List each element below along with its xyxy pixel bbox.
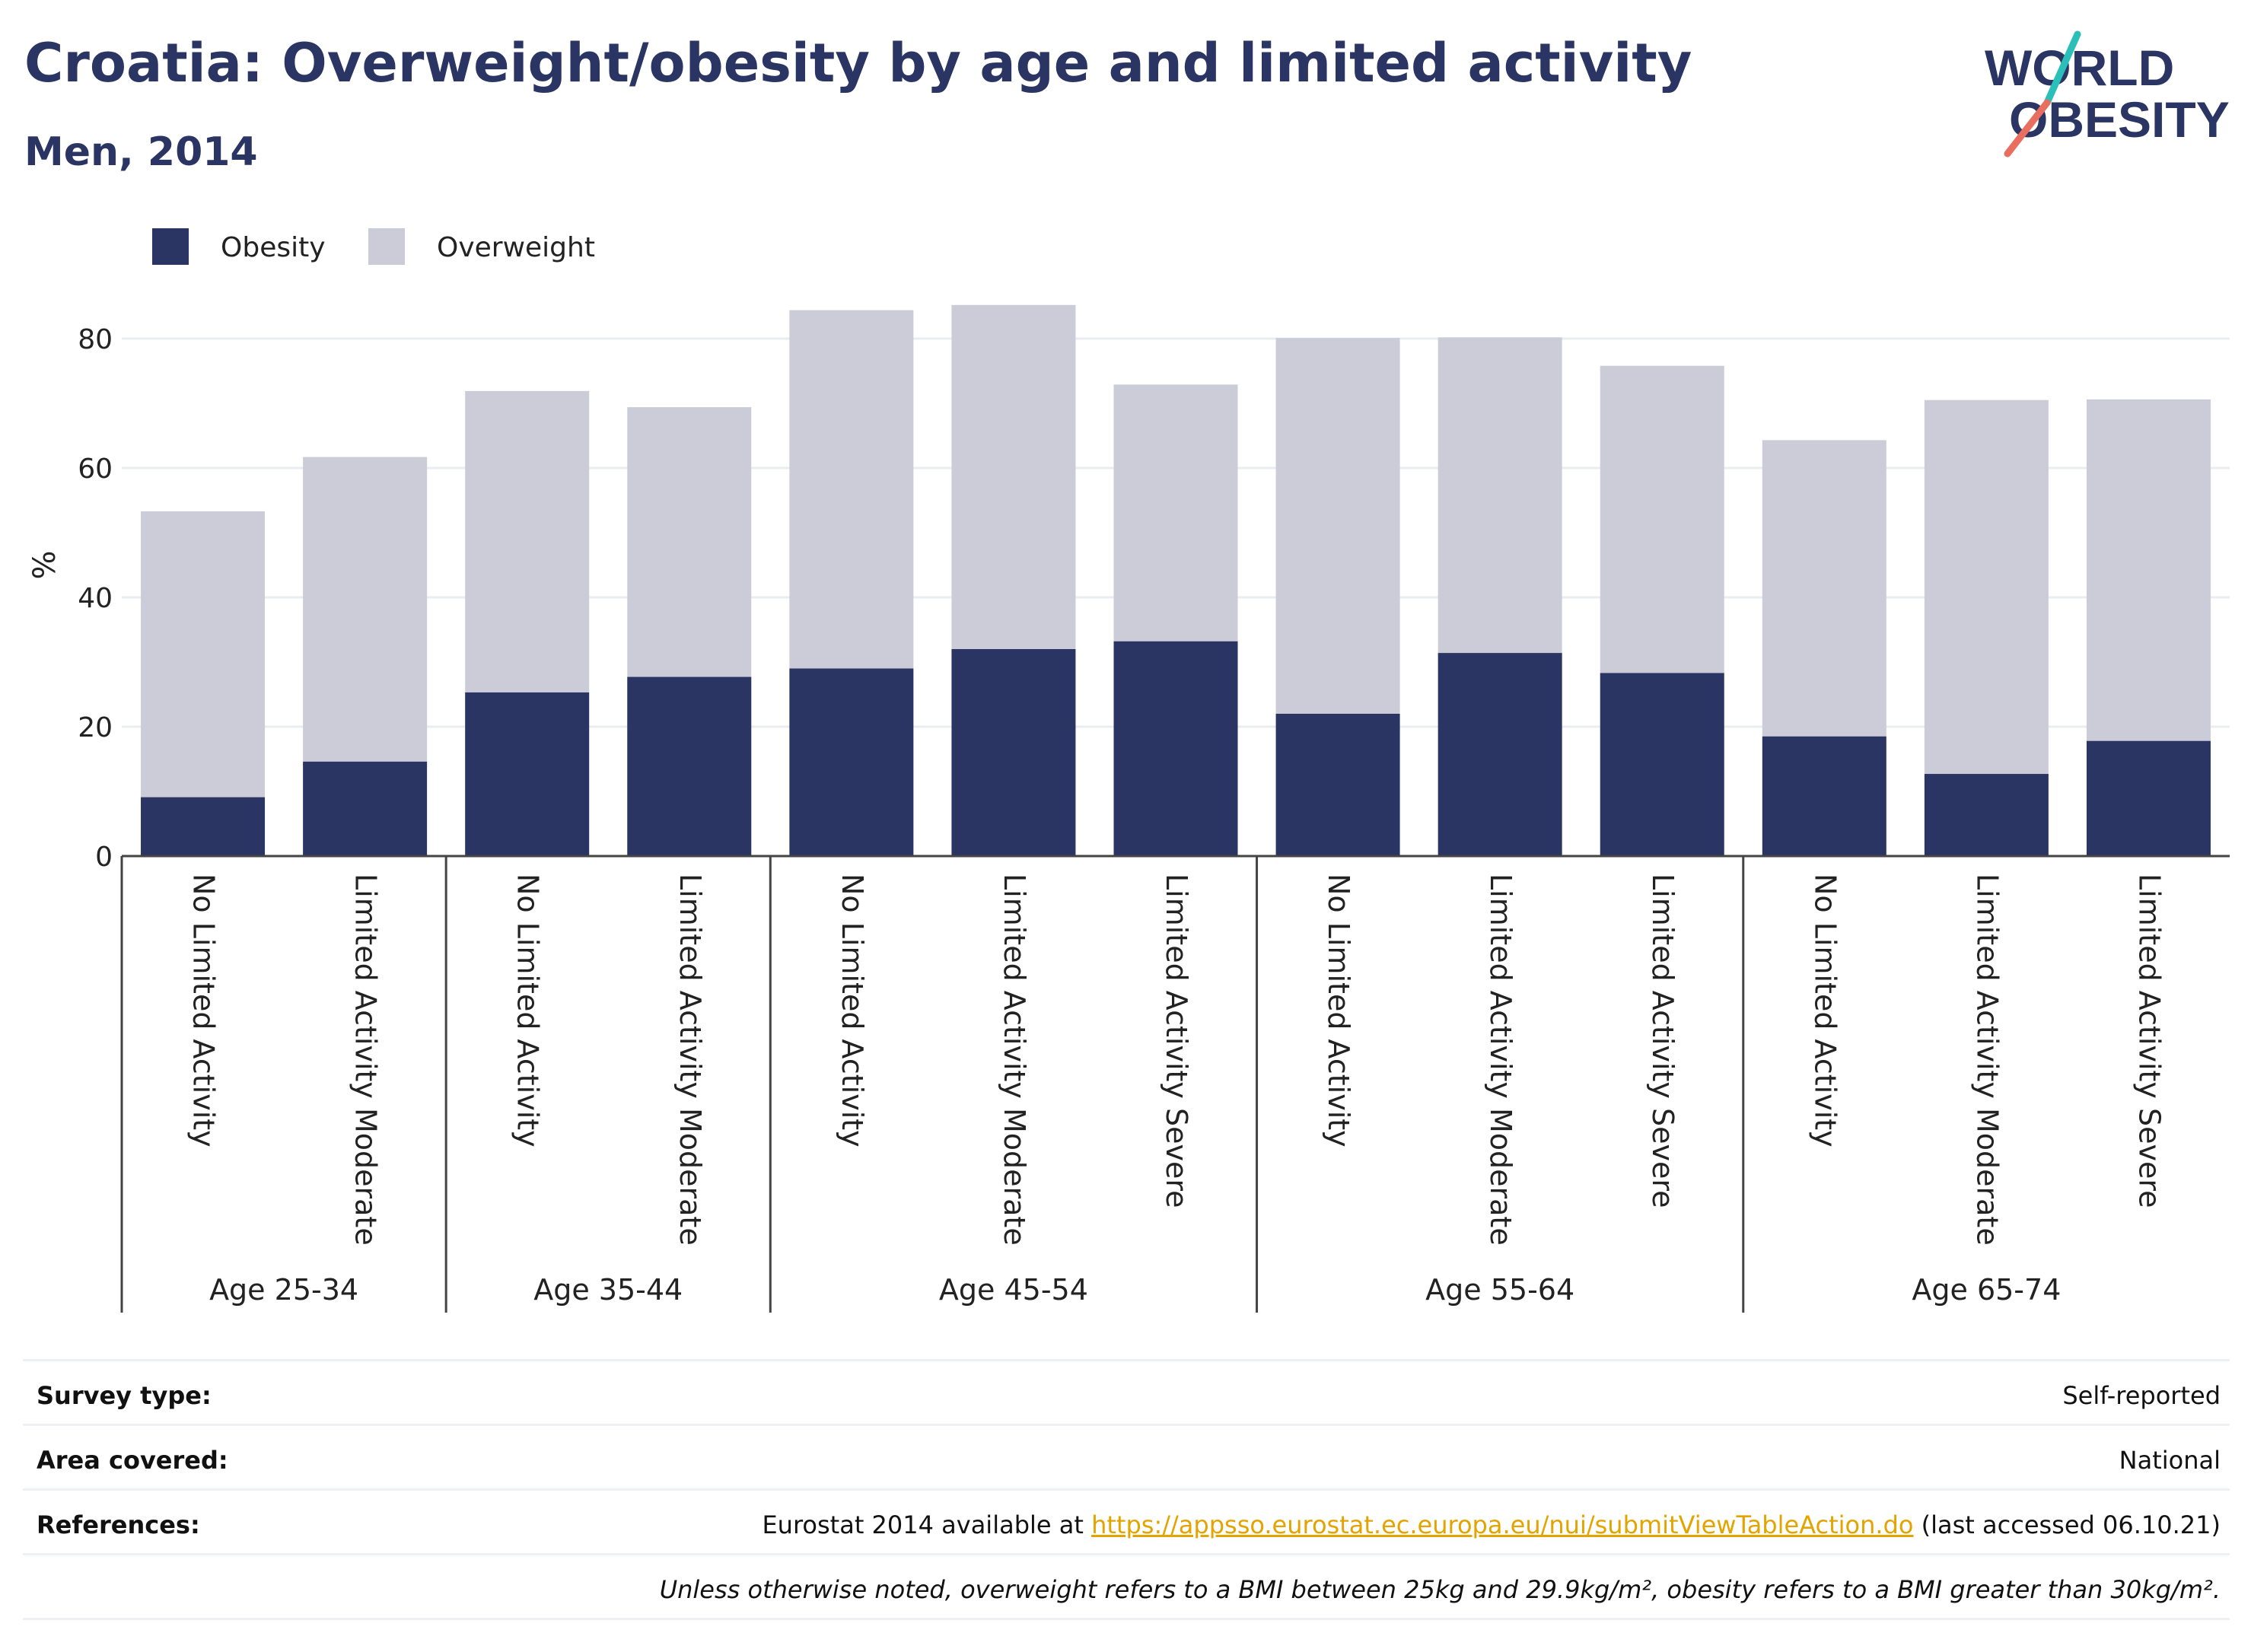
bmi-note: Unless otherwise noted, overweight refer… <box>659 1575 2221 1604</box>
x-category-label: Limited Activity Severe <box>1160 874 1193 1208</box>
bar-overweight <box>303 457 428 762</box>
bar-overweight <box>1924 399 2049 775</box>
references-row: References: Eurostat 2014 available at h… <box>23 1488 2230 1553</box>
bar-overweight <box>1275 338 1400 714</box>
bar-obesity <box>951 649 1076 856</box>
references-link[interactable]: https://appsso.eurostat.ec.europa.eu/nui… <box>1091 1510 1914 1539</box>
bar-overweight <box>1113 384 1238 641</box>
bar-obesity <box>1600 673 1724 856</box>
y-tick-label: 20 <box>78 712 113 743</box>
survey-value: Self-reported <box>2062 1381 2221 1410</box>
bar-overweight <box>465 390 590 692</box>
y-tick-label: 60 <box>78 454 113 485</box>
bars <box>141 304 2211 856</box>
note-row: Unless otherwise noted, overweight refer… <box>23 1553 2230 1620</box>
references-label: References: <box>37 1510 200 1539</box>
logo-slash-coral <box>2004 99 2051 158</box>
bar-obesity <box>1762 736 1886 856</box>
bar-overweight <box>627 407 752 677</box>
y-tick-label: 0 <box>95 842 113 873</box>
bar-overweight <box>2086 399 2211 741</box>
bar-obesity <box>2086 740 2211 856</box>
world-obesity-logo: WORLD OBESITY <box>1985 30 2230 158</box>
x-group-label: Age 55-64 <box>1425 1273 1574 1307</box>
logo-slash-teal <box>2043 30 2081 107</box>
references-value: Eurostat 2014 available at https://appss… <box>762 1510 2221 1539</box>
bar-overweight <box>1438 337 1562 654</box>
x-category-label: No Limited Activity <box>511 874 545 1147</box>
x-group-label: Age 35-44 <box>533 1273 683 1307</box>
x-category-label: Limited Activity Moderate <box>673 874 707 1246</box>
chart-title: Croatia: Overweight/obesity by age and l… <box>24 32 1692 94</box>
y-axis-title: % <box>27 550 62 579</box>
bar-overweight <box>141 511 266 797</box>
area-label: Area covered: <box>37 1446 228 1475</box>
x-category-label: Limited Activity Moderate <box>1484 874 1517 1246</box>
bar-obesity <box>1924 774 2049 856</box>
x-category-label: Limited Activity Severe <box>1646 874 1679 1208</box>
chart-subtitle: Men, 2014 <box>24 129 258 175</box>
y-axis: 0 20 40 60 80% <box>27 324 113 873</box>
legend-swatch-overweight <box>368 228 405 265</box>
bar-obesity <box>465 692 590 856</box>
bar-overweight <box>1600 365 1724 673</box>
survey-row: Survey type: Self-reported <box>23 1359 2230 1424</box>
area-value: National <box>2119 1446 2221 1475</box>
bar-overweight <box>789 310 914 669</box>
references-suffix: (last accessed 06.10.21) <box>1913 1510 2221 1539</box>
x-category-label: No Limited Activity <box>1808 874 1842 1147</box>
area-row: Area covered: National <box>23 1424 2230 1488</box>
survey-label: Survey type: <box>37 1381 212 1410</box>
bar-overweight <box>1762 440 1886 737</box>
x-category-label: No Limited Activity <box>187 874 221 1147</box>
bar-obesity <box>1113 641 1238 856</box>
legend-label-overweight: Overweight <box>437 232 595 263</box>
references-prefix: Eurostat 2014 available at <box>762 1510 1092 1539</box>
logo-line-1: WORLD <box>1985 40 2174 96</box>
bar-overweight <box>951 304 1076 649</box>
info-table: Survey type: Self-reported Area covered:… <box>23 1359 2230 1620</box>
x-group-label: Age 65-74 <box>1912 1273 2061 1307</box>
x-category-label: Limited Activity Moderate <box>1970 874 2004 1246</box>
x-category-label: Limited Activity Moderate <box>998 874 1031 1246</box>
stacked-bar-chart: Obesity Overweight 0 20 40 60 80% No Limited … <box>27 228 2230 1313</box>
bar-obesity <box>627 676 752 856</box>
x-category-label: Limited Activity Moderate <box>349 874 383 1246</box>
legend-label-obesity: Obesity <box>221 232 326 263</box>
legend-swatch-obesity <box>152 228 189 265</box>
y-tick-label: 40 <box>78 583 113 614</box>
bar-obesity <box>303 761 428 856</box>
bar-obesity <box>789 668 914 856</box>
x-group-label: Age 45-54 <box>939 1273 1088 1307</box>
x-category-label: Limited Activity Severe <box>2132 874 2166 1208</box>
x-axis: No Limited Activity Limited Activity Mode… <box>120 855 2230 1313</box>
x-category-label: No Limited Activity <box>1322 874 1355 1147</box>
bar-obesity <box>1275 714 1400 856</box>
bar-obesity <box>141 797 266 856</box>
bar-obesity <box>1438 653 1562 856</box>
x-group-label: Age 25-34 <box>209 1273 358 1307</box>
y-tick-label: 80 <box>78 324 113 355</box>
x-category-label: No Limited Activity <box>836 874 869 1147</box>
legend: Obesity Overweight <box>152 228 595 265</box>
